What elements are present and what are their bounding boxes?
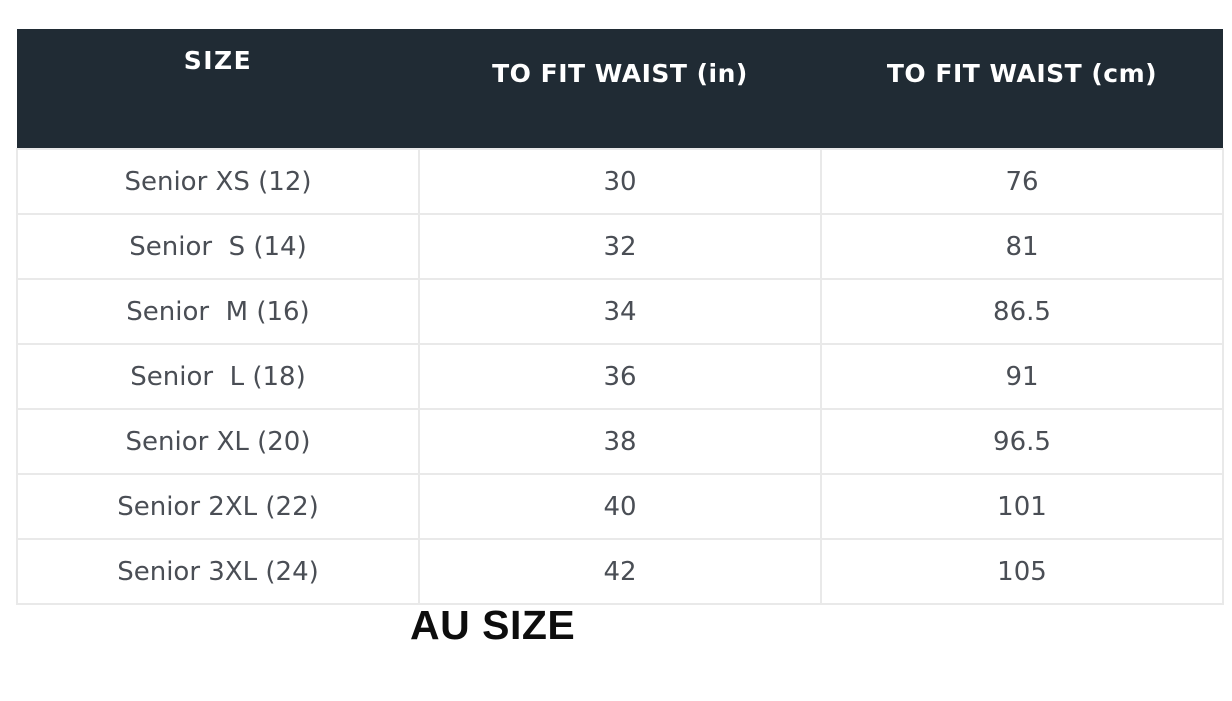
table-row: Senior XS (12) 30 76 (16, 148, 1224, 215)
cell-waist-in: 40 (418, 473, 822, 540)
size-chart-header: SIZE TO FIT WAIST (in) TO FIT WAIST (cm) (17, 29, 1223, 149)
column-header-waist-cm: TO FIT WAIST (cm) (821, 29, 1223, 149)
table-row: Senior S (14) 32 81 (16, 213, 1224, 280)
cell-waist-in: 42 (418, 538, 822, 605)
cell-size: Senior XL (20) (16, 408, 420, 475)
cell-size: Senior 2XL (22) (16, 473, 420, 540)
cell-waist-in: 38 (418, 408, 822, 475)
cell-size: Senior L (18) (16, 343, 420, 410)
table-row: Senior 3XL (24) 42 105 (16, 538, 1224, 605)
cell-size: Senior XS (12) (16, 148, 420, 215)
cell-waist-in: 30 (418, 148, 822, 215)
size-chart: SIZE TO FIT WAIST (in) TO FIT WAIST (cm)… (16, 29, 1224, 605)
column-header-size: SIZE (17, 29, 419, 149)
cell-waist-cm: 76 (820, 148, 1224, 215)
cell-waist-cm: 81 (820, 213, 1224, 280)
column-header-waist-in: TO FIT WAIST (in) (419, 29, 821, 149)
size-chart-body: Senior XS (12) 30 76 Senior S (14) 32 81 Senio… (16, 148, 1224, 605)
au-size-label: AU SIZE (410, 602, 576, 648)
cell-size: Senior S (14) (16, 213, 420, 280)
cell-waist-cm: 101 (820, 473, 1224, 540)
cell-waist-cm: 105 (820, 538, 1224, 605)
table-row: Senior 2XL (22) 40 101 (16, 473, 1224, 540)
size-chart-table: SIZE TO FIT WAIST (in) TO FIT WAIST (cm)… (16, 29, 1224, 605)
cell-waist-cm: 86.5 (820, 278, 1224, 345)
header-row: SIZE TO FIT WAIST (in) TO FIT WAIST (cm) (17, 29, 1223, 149)
cell-waist-cm: 96.5 (820, 408, 1224, 475)
table-row: Senior XL (20) 38 96.5 (16, 408, 1224, 475)
cell-size: Senior 3XL (24) (16, 538, 420, 605)
table-row: Senior L (18) 36 91 (16, 343, 1224, 410)
cell-size: Senior M (16) (16, 278, 420, 345)
cell-waist-in: 32 (418, 213, 822, 280)
cell-waist-in: 34 (418, 278, 822, 345)
cell-waist-in: 36 (418, 343, 822, 410)
table-row: Senior M (16) 34 86.5 (16, 278, 1224, 345)
cell-waist-cm: 91 (820, 343, 1224, 410)
